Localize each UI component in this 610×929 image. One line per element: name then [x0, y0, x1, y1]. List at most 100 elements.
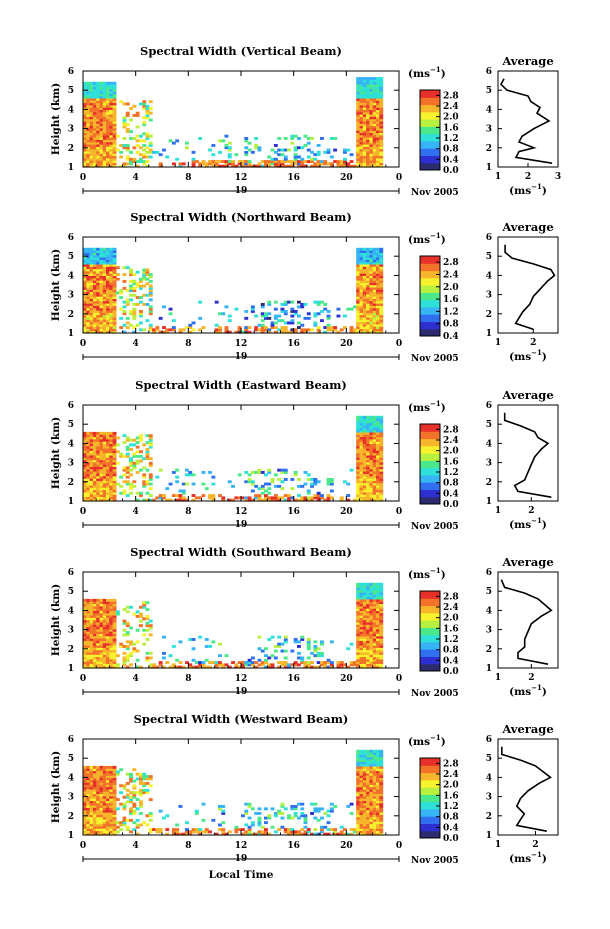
heatmap-cell [191, 482, 196, 486]
heatmap-cell [139, 310, 143, 313]
heatmap-cell [135, 461, 140, 465]
heatmap-cell [89, 798, 94, 801]
heatmap-cell [99, 323, 104, 327]
heatmap-cell [376, 326, 380, 329]
heatmap-cell [366, 459, 370, 463]
heatmap-cell [96, 434, 101, 438]
heatmap-cell [99, 280, 104, 283]
heatmap-cell [320, 496, 324, 500]
heatmap-cell [109, 137, 114, 140]
heatmap-cell [234, 496, 239, 500]
heatmap-cell [92, 770, 97, 774]
heatmap-cell [122, 786, 127, 790]
heatmap-cell [359, 598, 364, 602]
heatmap-cell [359, 441, 364, 444]
heatmap-cell [83, 316, 87, 320]
heatmap-cell [310, 157, 314, 161]
heatmap-cell [359, 828, 364, 831]
heatmap-cell [96, 821, 101, 825]
heatmap-cell [280, 326, 285, 329]
colorbar-tick-label: 2.8 [443, 592, 459, 602]
heatmap-cell [129, 162, 133, 166]
heatmap-cell [366, 478, 370, 481]
heatmap-cell [201, 482, 206, 486]
heatmap-cell [92, 626, 97, 630]
heatmap-cell [96, 86, 101, 90]
average-profile-line [503, 412, 552, 498]
heatmap-cell [280, 307, 285, 311]
heatmap-cell [89, 247, 94, 251]
heatmap-cell [106, 316, 110, 320]
colorbar-swatch [420, 482, 440, 490]
heatmap-cell [83, 259, 87, 263]
heatmap-cell [359, 100, 364, 104]
heatmap-cell [109, 603, 114, 607]
heatmap-cell [372, 658, 377, 662]
heatmap-cell [89, 303, 94, 306]
heatmap-cell [106, 252, 110, 256]
heatmap-cell [300, 330, 305, 334]
heatmap-cell [359, 619, 364, 623]
heatmap-cell [139, 438, 143, 442]
heatmap-cell [139, 134, 143, 138]
heatmap-cell [369, 651, 374, 655]
heatmap-cell [83, 127, 87, 131]
heatmap-cell [270, 148, 275, 152]
heatmap-cell [247, 496, 252, 500]
heatmap-cell [89, 114, 94, 117]
heatmap-cell [366, 812, 370, 815]
heatmap-cell [379, 464, 384, 467]
heatmap-cell [112, 316, 117, 320]
heatmap-cell [376, 626, 380, 630]
heatmap-cell [99, 275, 104, 279]
heatmap-cell [99, 603, 104, 607]
heatmap-cell [122, 656, 127, 660]
heatmap-cell [306, 489, 311, 493]
heatmap-cell [329, 480, 334, 484]
heatmap-cell [359, 275, 364, 279]
heatmap-cell [316, 303, 321, 306]
heatmap-cell [86, 484, 91, 488]
heatmap-cell [356, 601, 361, 605]
heatmap-cell [362, 148, 367, 152]
heatmap-cell [122, 441, 127, 444]
heatmap-cell [86, 323, 91, 327]
heatmap-cell [106, 286, 110, 290]
heatmap-cell [244, 316, 249, 320]
heatmap-cell [86, 91, 91, 94]
heatmap-cell [92, 261, 97, 265]
heatmap-cell [366, 830, 370, 834]
heatmap-cell [366, 91, 370, 94]
heatmap-cell [83, 471, 87, 474]
y-axis-label: Height (km) [50, 584, 62, 656]
heatmap-cell [102, 649, 107, 653]
heatmap-cell [86, 482, 91, 486]
heatmap-cell [359, 153, 364, 157]
heatmap-cell [99, 765, 104, 769]
heatmap-cell [83, 97, 87, 101]
heatmap-cell [244, 661, 249, 664]
heatmap-cell [369, 832, 374, 836]
heatmap-cell [343, 160, 347, 163]
heatmap-cell [369, 647, 374, 651]
heatmap-cell [293, 661, 298, 664]
heatmap-cell [83, 139, 87, 143]
heatmap-cell [376, 257, 380, 260]
heatmap-cell [369, 596, 374, 600]
heatmap-cell [99, 259, 104, 263]
heatmap-cell [221, 663, 226, 667]
heatmap-cell [83, 104, 87, 108]
heatmap-cell [83, 605, 87, 609]
heatmap-cell [83, 473, 87, 477]
heatmap-cell [369, 749, 374, 753]
heatmap-cell [362, 478, 367, 481]
heatmap-cell [208, 661, 212, 664]
heatmap-cell [96, 298, 101, 302]
heatmap-cell [329, 328, 334, 332]
heatmap-cell [99, 786, 104, 790]
heatmap-cell [112, 155, 117, 159]
heatmap-cell [96, 807, 101, 811]
heatmap-cell [366, 821, 370, 825]
heatmap-cell [148, 828, 153, 831]
heatmap-cell [366, 420, 370, 424]
